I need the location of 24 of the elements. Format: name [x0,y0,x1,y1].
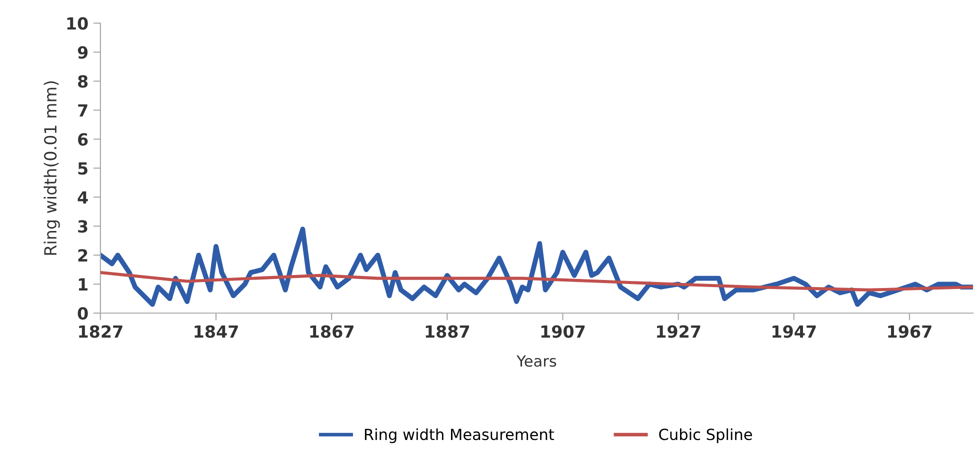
y-tick-label: 4 [78,191,88,204]
x-tick-label: 1927 [657,325,700,338]
x-tick-label: 1907 [541,325,585,338]
x-tick-label: 1887 [426,325,470,338]
line-series [100,271,974,292]
x-tick-label: 1827 [79,325,122,338]
y-tick-label: 3 [78,220,88,233]
y-axis-title: Ring width(0.01 mm) [44,81,60,255]
x-tick-label: 1867 [310,325,354,338]
y-tick-label: 2 [78,249,88,262]
y-tick-label: 9 [78,46,88,59]
y-tick-label: 7 [78,104,88,116]
y-tick-label: 5 [78,162,88,175]
x-tick-label: 1847 [194,325,238,338]
x-axis-title: Years [516,355,556,367]
y-tick-label: 0 [78,307,88,320]
y-tick-label: 1 [78,278,88,290]
legend-label: Ring width Measurement [364,428,554,444]
y-tick-label: 6 [78,133,88,146]
x-tick-label: 1947 [772,325,816,338]
y-tick-label: 10 [67,17,88,30]
x-tick-label: 1967 [888,325,932,338]
y-tick-label: 8 [78,75,88,88]
legend-label: Cubic Spline [659,428,752,444]
